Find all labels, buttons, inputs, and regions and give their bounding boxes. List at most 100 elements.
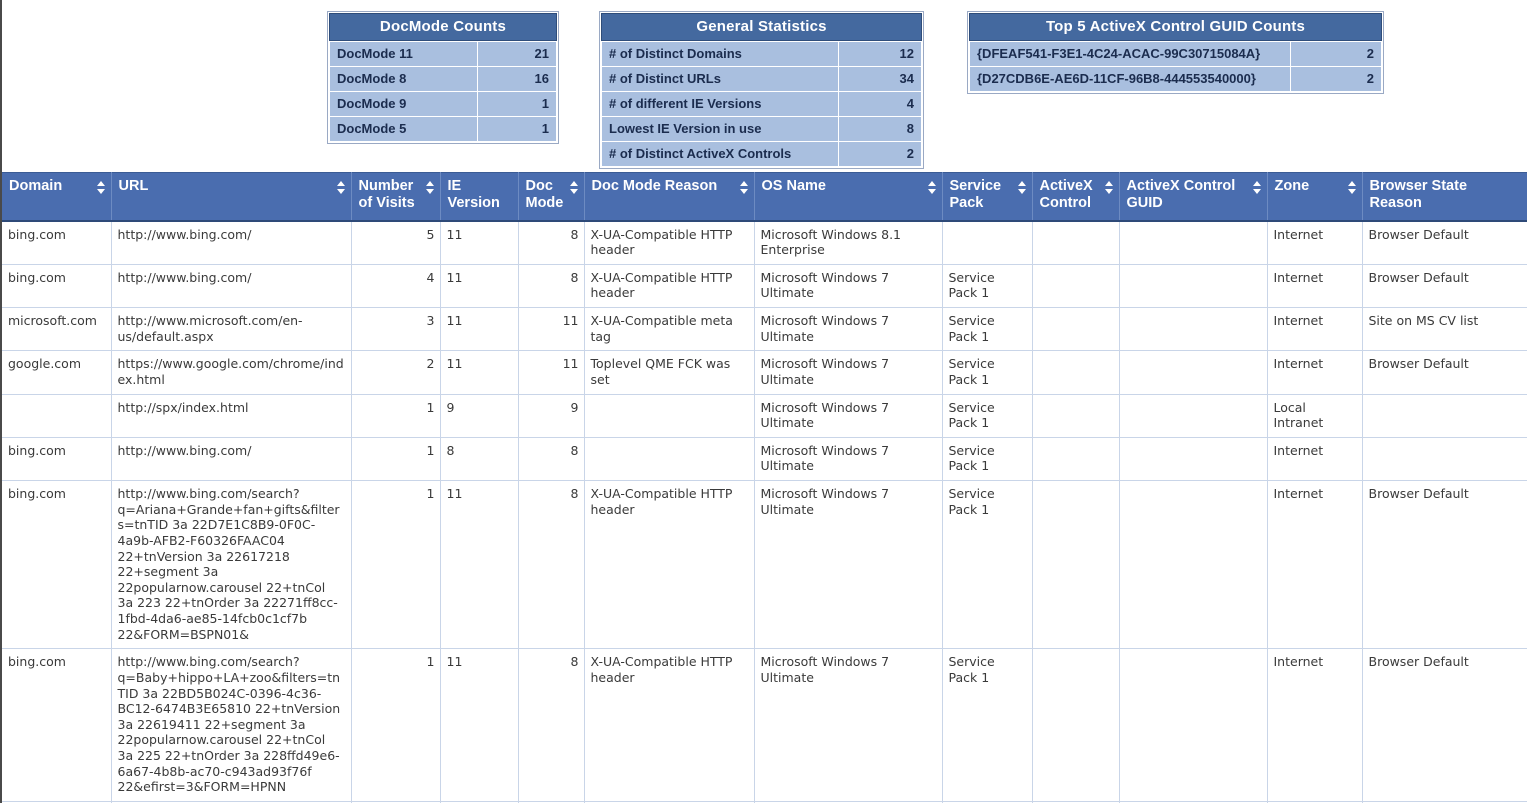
cell-service_pack: Service Pack 1 [942, 394, 1033, 438]
cell-doc_mode: 11 [518, 350, 585, 395]
column-header-number_of_visits[interactable]: Number of Visits [351, 172, 441, 222]
cell-doc_mode: 8 [518, 264, 585, 309]
cell-domain: google.com [2, 350, 112, 395]
column-header-domain[interactable]: Domain [2, 172, 112, 222]
cell-url: http://www.bing.com/ [111, 437, 352, 482]
cell-domain: bing.com [2, 220, 112, 265]
sort-toggle-icon[interactable] [569, 181, 579, 194]
cell-zone: Internet [1267, 801, 1363, 803]
cell-number_of_visits: 1 [351, 648, 441, 802]
cell-activex_control [1032, 307, 1120, 352]
browsing-history-table: Domain URL Number of Visits IE Version Doc M… [2, 172, 1527, 803]
cell-number_of_visits: 1 [351, 801, 441, 803]
cell-doc_mode_reason [584, 437, 755, 482]
table-row[interactable]: bing.com http://www.bing.com/5 11 8 X-UA-Com… [2, 220, 1527, 265]
table-row[interactable]: bing.com http://www.bing.com/4 11 8 X-UA-Com… [2, 264, 1527, 309]
cell-activex_control [1032, 394, 1120, 438]
cell-domain: bing.com [2, 801, 112, 803]
docmode-value: 16 [477, 66, 557, 92]
cell-activex_control [1032, 648, 1120, 802]
cell-doc_mode_reason: X-UA-Compatible HTTP header [584, 801, 755, 803]
cell-activex_control_guid [1119, 307, 1268, 352]
column-header-doc_mode_reason[interactable]: Doc Mode Reason [584, 172, 755, 222]
column-header-label: OS Name [761, 178, 826, 194]
stat-label: Lowest IE Version in use [601, 116, 839, 142]
stat-value: 34 [838, 66, 922, 92]
cell-activex_control [1032, 350, 1120, 395]
cell-url: http://www.bing.com/ [111, 220, 352, 265]
column-header-label: Doc Mode Reason [591, 178, 718, 194]
activex-guid-counts-table: {DFEAF541-F3E1-4C24-ACAC-99C30715084A} 2… [969, 41, 1382, 92]
column-header-activex_control[interactable]: ActiveX Control [1032, 172, 1120, 222]
browsing-history-grid[interactable]: Domain URL Number of Visits IE Version Doc M… [2, 172, 1527, 803]
cell-browser_state_reason: Browser Default [1362, 264, 1527, 309]
docmode-label: DocMode 9 [329, 91, 478, 117]
sort-toggle-icon[interactable] [336, 181, 346, 194]
cell-url: http://www.microsoft.com/en-us/default.a… [111, 307, 352, 352]
table-row: DocMode 9 1 [329, 91, 557, 117]
column-header-label: Doc Mode [525, 178, 564, 212]
column-header-doc_mode[interactable]: Doc Mode [518, 172, 585, 222]
column-header-service_pack[interactable]: Service Pack [942, 172, 1033, 222]
cell-domain [2, 394, 112, 438]
column-header-os_name[interactable]: OS Name [754, 172, 943, 222]
cell-number_of_visits: 1 [351, 437, 441, 482]
cell-service_pack: Service Pack 1 [942, 801, 1033, 803]
cell-ie_version: 11 [440, 648, 519, 802]
summary-card-activex-guid-counts: Top 5 ActiveX Control GUID Counts {DFEAF… [967, 11, 1384, 94]
cell-doc_mode: 11 [518, 307, 585, 352]
cell-service_pack: Service Pack 1 [942, 307, 1033, 352]
sort-toggle-icon[interactable] [739, 181, 749, 194]
sort-toggle-icon[interactable] [425, 181, 435, 194]
sort-toggle-icon[interactable] [1347, 181, 1357, 194]
docmode-label: DocMode 5 [329, 116, 478, 142]
column-header-ie_version[interactable]: IE Version [440, 172, 519, 222]
cell-activex_control_guid [1119, 394, 1268, 438]
column-header-label: Service Pack [949, 178, 1002, 212]
general-statistics-table: # of Distinct Domains 12 # of Distinct U… [601, 41, 922, 167]
cell-domain: bing.com [2, 264, 112, 309]
sort-toggle-icon[interactable] [1017, 181, 1027, 194]
table-row[interactable]: bing.comhttp://www.bing.com/search?q=bin… [2, 801, 1527, 803]
stat-value: 8 [838, 116, 922, 142]
cell-doc_mode_reason: X-UA-Compatible HTTP header [584, 264, 755, 309]
cell-url: http://www.bing.com/search?q=bing&src=IE… [111, 801, 352, 803]
cell-domain: bing.com [2, 480, 112, 650]
sort-toggle-icon[interactable] [96, 181, 106, 194]
cell-activex_control [1032, 220, 1120, 265]
guid-label: {D27CDB6E-AE6D-11CF-96B8-444553540000} [969, 66, 1291, 92]
cell-doc_mode_reason: Toplevel QME FCK was set [584, 350, 755, 395]
table-row[interactable]: bing.com http://www.bing.com/search?q=Ari… [2, 480, 1527, 650]
cell-os_name: Microsoft Windows 7 Ultimate [754, 801, 943, 803]
docmode-label: DocMode 11 [329, 41, 478, 67]
table-row[interactable]: microsoft.com http://www.microsoft.com/en… [2, 307, 1527, 352]
cell-os_name: Microsoft Windows 7 Ultimate [754, 437, 943, 482]
sort-toggle-icon[interactable] [1104, 181, 1114, 194]
column-header-activex_control_guid[interactable]: ActiveX Control GUID [1119, 172, 1268, 222]
sort-toggle-icon[interactable] [927, 181, 937, 194]
cell-activex_control [1032, 480, 1120, 650]
guid-label: {DFEAF541-F3E1-4C24-ACAC-99C30715084A} [969, 41, 1291, 67]
cell-zone: Internet [1267, 648, 1363, 802]
sort-toggle-icon[interactable] [1252, 181, 1262, 194]
cell-activex_control_guid [1119, 480, 1268, 650]
table-row[interactable]: google.com https://www.google.com/chrome/… [2, 350, 1527, 395]
table-row: # of Distinct Domains 12 [601, 41, 922, 67]
column-header-browser_state_reason[interactable]: Browser State Reason [1362, 172, 1527, 222]
cell-domain: bing.com [2, 648, 112, 802]
cell-os_name: Microsoft Windows 7 Ultimate [754, 480, 943, 650]
table-row[interactable]: bing.com http://www.bing.com/1 8 8 Microsoft… [2, 437, 1527, 482]
cell-activex_control [1032, 437, 1120, 482]
summary-cards-strip: DocMode Counts DocMode 11 21 DocMode 8 1… [2, 0, 1527, 169]
cell-zone: Internet [1267, 264, 1363, 309]
column-header-label: ActiveX Control [1039, 178, 1093, 212]
cell-os_name: Microsoft Windows 7 Ultimate [754, 394, 943, 438]
column-header-zone[interactable]: Zone [1267, 172, 1363, 222]
table-row[interactable]: http://spx/index.html 1 9 9 Microsoft Window… [2, 394, 1527, 438]
column-header-url[interactable]: URL [111, 172, 352, 222]
table-row[interactable]: bing.com http://www.bing.com/search?q=Bab… [2, 648, 1527, 802]
stat-label: # of Distinct Domains [601, 41, 839, 67]
cell-browser_state_reason: Browser Default [1362, 648, 1527, 802]
column-header-label: Number of Visits [358, 178, 415, 212]
cell-doc_mode_reason: X-UA-Compatible HTTP header [584, 648, 755, 802]
